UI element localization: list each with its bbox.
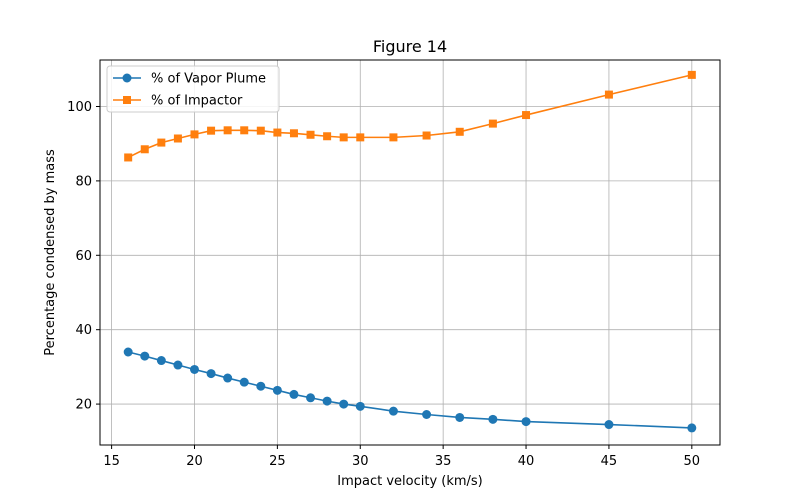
ticks-layer: 15 20 25 30 35 40 45 50 20 40 60 80 100 bbox=[67, 100, 700, 469]
grid-layer bbox=[100, 60, 720, 445]
data-point bbox=[173, 134, 182, 143]
series-vapor-plume bbox=[123, 347, 697, 433]
x-tick-label: 30 bbox=[352, 454, 369, 469]
y-axis-label: Percentage condensed by mass bbox=[43, 149, 58, 356]
data-point bbox=[273, 128, 282, 137]
data-point bbox=[488, 119, 497, 128]
x-tick-label: 25 bbox=[269, 454, 286, 469]
series-impactor bbox=[124, 70, 696, 162]
plot-frame bbox=[99, 59, 721, 446]
x-axis-label: Impact velocity (km/s) bbox=[337, 474, 483, 489]
legend-box bbox=[106, 65, 280, 113]
data-point bbox=[289, 389, 299, 399]
y-tick-label: 100 bbox=[67, 100, 92, 115]
data-point bbox=[140, 145, 149, 154]
series-layer bbox=[123, 70, 697, 433]
legend-marker bbox=[122, 73, 132, 83]
data-point bbox=[189, 364, 199, 374]
legend-item: % of Impactor bbox=[113, 94, 243, 109]
data-point bbox=[339, 133, 348, 142]
data-point bbox=[488, 414, 498, 424]
data-point bbox=[356, 133, 365, 142]
x-tick-label: 15 bbox=[103, 454, 120, 469]
data-point bbox=[140, 351, 150, 361]
series-line bbox=[127, 351, 692, 429]
data-point bbox=[306, 393, 316, 403]
data-point bbox=[206, 369, 216, 379]
data-point bbox=[604, 420, 614, 430]
data-point bbox=[157, 138, 166, 147]
data-point bbox=[190, 130, 199, 139]
x-tick-label: 40 bbox=[518, 454, 535, 469]
y-tick-label: 80 bbox=[75, 174, 92, 189]
data-point bbox=[422, 409, 432, 419]
y-tick-label: 40 bbox=[75, 323, 92, 338]
data-point bbox=[522, 111, 531, 120]
x-tick-label: 50 bbox=[684, 454, 701, 469]
data-point bbox=[687, 423, 697, 433]
data-point bbox=[240, 126, 249, 135]
data-point bbox=[422, 131, 431, 140]
data-point bbox=[306, 130, 315, 139]
x-tick-label: 35 bbox=[435, 454, 452, 469]
data-point bbox=[389, 133, 398, 142]
data-point bbox=[323, 132, 332, 141]
series-line bbox=[127, 74, 693, 159]
data-point bbox=[604, 90, 613, 99]
data-point bbox=[339, 399, 349, 409]
x-tick-label: 45 bbox=[601, 454, 618, 469]
data-point bbox=[239, 377, 249, 387]
data-point bbox=[256, 126, 265, 135]
legend: % of Vapor Plume % of Impactor bbox=[106, 65, 280, 113]
data-point bbox=[388, 406, 398, 416]
data-point bbox=[173, 360, 183, 370]
chart-title: Figure 14 bbox=[373, 37, 447, 56]
data-point bbox=[322, 396, 332, 406]
data-point bbox=[521, 417, 531, 427]
data-point bbox=[124, 153, 133, 162]
y-tick-label: 20 bbox=[75, 398, 92, 413]
data-point bbox=[123, 347, 133, 357]
data-point bbox=[289, 129, 298, 138]
data-point bbox=[256, 381, 266, 391]
data-point bbox=[455, 127, 464, 136]
data-point bbox=[223, 126, 232, 135]
data-point bbox=[355, 401, 365, 411]
legend-item: % of Vapor Plume bbox=[113, 72, 266, 87]
data-point bbox=[272, 385, 282, 395]
data-point bbox=[207, 126, 216, 135]
x-tick-label: 20 bbox=[186, 454, 203, 469]
y-tick-label: 60 bbox=[75, 249, 92, 264]
legend-label: % of Vapor Plume bbox=[151, 72, 266, 87]
legend-label: % of Impactor bbox=[151, 94, 243, 109]
data-point bbox=[687, 70, 696, 79]
data-point bbox=[455, 412, 465, 422]
data-point bbox=[156, 356, 166, 366]
legend-marker bbox=[123, 96, 131, 104]
data-point bbox=[223, 373, 233, 383]
